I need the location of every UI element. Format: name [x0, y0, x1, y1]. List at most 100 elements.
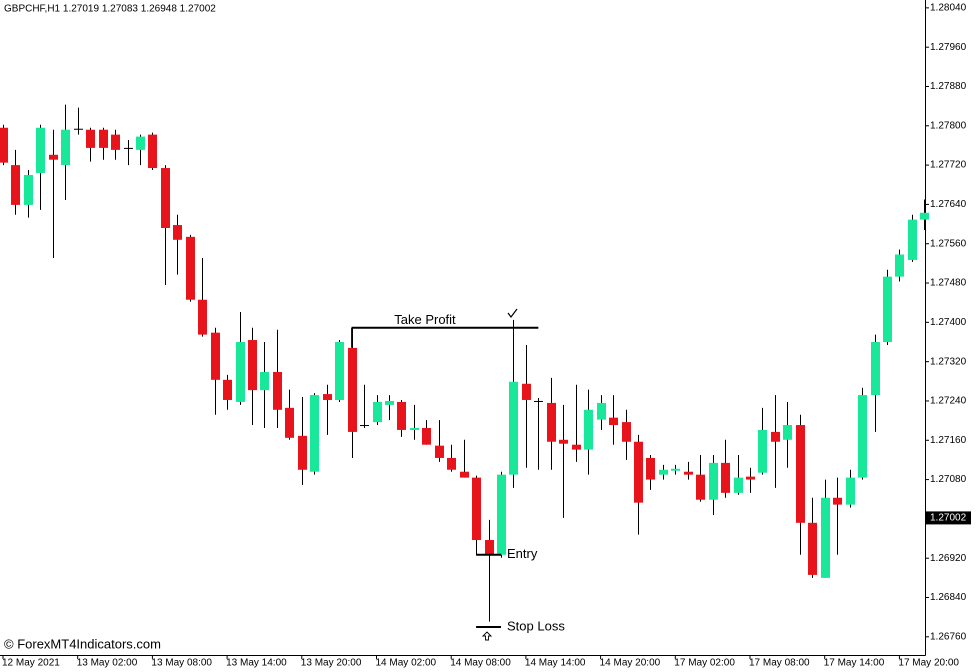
candle-body: [198, 299, 207, 335]
candle-body: [61, 129, 70, 166]
candle-body: [0, 127, 8, 163]
candle-body: [709, 462, 718, 500]
candle-body: [298, 435, 307, 470]
candle-body: [422, 427, 431, 445]
candle-body: [148, 134, 157, 169]
candle-body: [609, 417, 618, 426]
candle-body: [310, 395, 319, 472]
candle-body: [572, 444, 581, 450]
annotation-label: Entry: [507, 546, 538, 561]
candle-body: [522, 383, 531, 400]
candle-body: [410, 427, 419, 430]
y-tick-label: 1.27960: [930, 42, 967, 53]
candle-body: [883, 276, 892, 342]
candle-body: [360, 425, 369, 427]
x-tick-label: 13 May 08:00: [151, 658, 212, 669]
y-tick-label: 1.27480: [930, 278, 967, 289]
candle-body: [547, 402, 556, 442]
x-tick-label: 17 May 14:00: [824, 658, 885, 669]
candle-body: [161, 168, 170, 228]
candle-body: [758, 429, 767, 473]
candle-body: [721, 462, 730, 493]
y-tick-label: 1.26920: [930, 553, 967, 564]
candle-body: [435, 445, 444, 458]
candle-body: [485, 540, 494, 555]
current-price-label: 1.27002: [930, 513, 967, 524]
x-tick-label: 13 May 02:00: [77, 658, 138, 669]
x-tick-label: 17 May 02:00: [674, 658, 735, 669]
candle-body: [186, 236, 195, 300]
y-tick-label: 1.27560: [930, 238, 967, 249]
candle-body: [273, 371, 282, 410]
candle-body: [36, 127, 45, 173]
candle-body: [771, 431, 780, 442]
candle-body: [173, 225, 182, 240]
y-tick-label: 1.27320: [930, 356, 967, 367]
candle-body: [796, 425, 805, 523]
candle-body: [671, 468, 680, 471]
candle-body: [833, 497, 842, 505]
x-tick-label: 14 May 20:00: [600, 658, 661, 669]
y-tick-label: 1.27640: [930, 199, 967, 210]
candle-body: [908, 219, 917, 260]
candle-body: [895, 254, 904, 277]
x-tick-label: 13 May 20:00: [301, 658, 362, 669]
annotation-label: Stop Loss: [507, 618, 565, 633]
candle-body: [348, 347, 357, 432]
y-tick-label: 1.27400: [930, 317, 967, 328]
candle-body: [223, 379, 232, 400]
candle-body: [622, 422, 631, 442]
candle-body: [285, 407, 294, 438]
y-tick-label: 1.27080: [930, 474, 967, 485]
candle-body: [447, 457, 456, 470]
x-tick-label: 14 May 08:00: [450, 658, 511, 669]
candle-body: [559, 439, 568, 444]
candle-body: [74, 128, 83, 130]
y-tick-label: 1.27880: [930, 81, 967, 92]
chart-title: GBPCHF,H1 1.27019 1.27083 1.26948 1.2700…: [4, 4, 216, 15]
candle-body: [634, 441, 643, 503]
check-icon: [507, 308, 518, 318]
y-tick-label: 1.26840: [930, 592, 967, 603]
candle-body: [808, 522, 817, 575]
candle-body: [373, 401, 382, 423]
candle-body: [534, 400, 543, 402]
y-tick-label: 1.27240: [930, 396, 967, 407]
y-tick-label: 1.27720: [930, 160, 967, 171]
candle-body: [659, 469, 668, 475]
candle-body: [335, 341, 344, 400]
candle-body: [684, 471, 693, 475]
candle-body: [920, 212, 929, 220]
y-tick-label: 1.26760: [930, 631, 967, 642]
candle-body: [323, 394, 332, 400]
candle-body: [734, 477, 743, 493]
candle-body: [385, 400, 394, 405]
candle-body: [49, 154, 58, 160]
candle-body: [397, 401, 406, 430]
arrow-icon: [481, 631, 493, 641]
x-tick-label: 17 May 20:00: [898, 658, 959, 669]
candle-body: [124, 147, 133, 149]
candle-body: [86, 129, 95, 148]
candle-body: [509, 381, 518, 475]
x-tick-label: 13 May 14:00: [226, 658, 287, 669]
x-tick-label: 12 May 2021: [2, 658, 60, 669]
candle-body: [211, 332, 220, 380]
y-tick-label: 1.28040: [930, 3, 967, 14]
candle-body: [584, 409, 593, 450]
candle-body: [858, 395, 867, 478]
candle-body: [472, 477, 481, 541]
candle-body: [871, 341, 880, 396]
candle-body: [24, 174, 33, 205]
candle-body: [597, 402, 606, 420]
candle-body: [783, 425, 792, 440]
current-price-box: [926, 511, 971, 525]
candle-body: [497, 474, 506, 555]
candle-body: [460, 471, 469, 478]
candle-body: [236, 341, 245, 402]
x-tick-label: 14 May 14:00: [525, 658, 586, 669]
candle-body: [248, 340, 257, 391]
